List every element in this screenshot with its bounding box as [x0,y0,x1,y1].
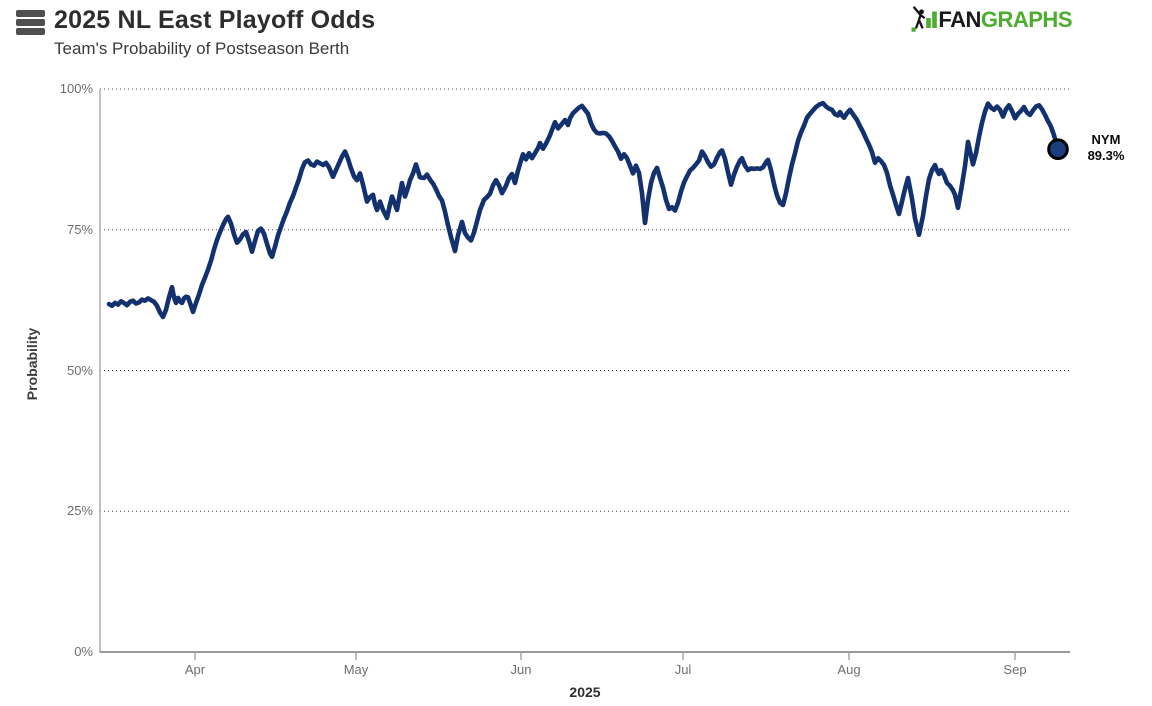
page-title: 2025 NL East Playoff Odds [54,6,376,34]
x-tick-label: Sep [1003,662,1027,677]
nym-odds-line[interactable] [106,100,1061,320]
hamburger-icon [16,19,45,26]
fangraphs-logo[interactable]: FANGRAPHS [911,6,1073,33]
y-tick-label: 75% [66,221,93,237]
logo-graphs-text: GRAPHS [980,6,1073,32]
x-tick-label: Jul [674,662,692,677]
y-tick-label: 25% [66,503,93,519]
x-tick-label: Aug [837,662,861,677]
hamburger-icon [16,10,45,17]
x-tick-label: May [343,662,369,677]
x-tick-label: Apr [184,662,206,677]
menu-button[interactable] [16,10,45,35]
series-end-value: 89.3% [1087,147,1125,163]
batter-bars-icon [911,6,938,32]
y-axis-title: Probability [24,327,40,401]
y-tick-label: 0% [74,644,93,659]
chart-subtitle: Team's Probability of Postseason Berth [54,39,350,58]
series-end-team: NYM [1091,132,1121,147]
x-tick-label: Jun [510,662,532,677]
logo-fan-text: FAN [938,6,981,32]
hamburger-icon [16,28,45,35]
y-tick-label: 50% [66,362,93,378]
series-end-label: NYM 89.3% [1080,132,1132,163]
nym-end-dot[interactable] [1047,138,1069,160]
x-axis-title: 2025 [569,684,601,700]
y-tick-label: 100% [59,81,93,96]
logo-wordmark: FANGRAPHS [938,7,1072,33]
